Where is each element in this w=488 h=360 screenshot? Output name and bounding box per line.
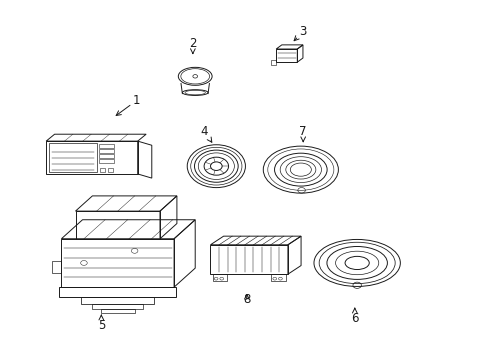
Text: 4: 4 [201,125,211,142]
Text: 2: 2 [189,37,196,54]
Text: 7: 7 [299,125,306,141]
Bar [107,168,113,172]
Text: 1: 1 [116,94,140,116]
Text: 8: 8 [243,293,250,306]
Bar [99,159,114,163]
Bar [100,168,105,172]
Bar [99,154,114,158]
Text: 6: 6 [350,308,358,325]
Text: 3: 3 [293,25,306,41]
Bar [99,149,114,153]
Bar [99,144,114,148]
Text: 5: 5 [98,315,105,332]
